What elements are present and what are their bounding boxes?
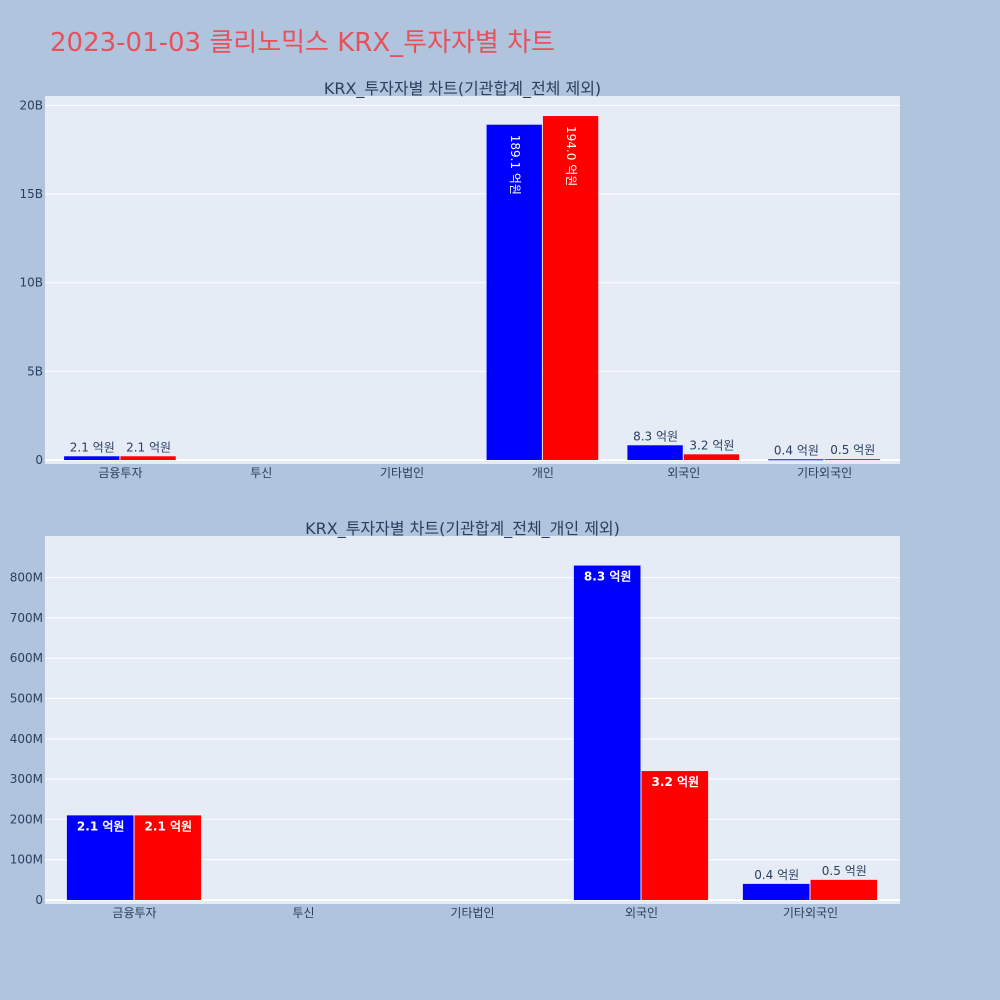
data-label: 0.5 억원 — [830, 443, 875, 457]
y-tick-label: 300M — [10, 772, 43, 786]
data-label: 3.2 억원 — [689, 438, 734, 452]
data-label: 2.1 억원 — [77, 819, 125, 833]
y-tick-label: 20B — [19, 98, 43, 112]
y-tick-label: 0 — [35, 893, 43, 907]
bar — [824, 459, 880, 461]
data-label: 8.3 억원 — [633, 429, 678, 443]
data-label: 0.5 억원 — [822, 864, 867, 878]
bar — [120, 456, 176, 460]
x-tick-label: 개인 — [532, 466, 554, 480]
x-tick-label: 기타법인 — [380, 466, 424, 480]
chart-top: 0 5B 10B 15B 20B KRX_투자자별 차트(기관합계_전체 제외) 금융투자 2… — [19, 79, 900, 480]
y-tick-label: 800M — [10, 571, 43, 585]
data-label: 3.2 억원 — [652, 775, 700, 789]
x-tick-label: 외국인 — [625, 906, 658, 920]
bar — [573, 565, 641, 900]
y-tick-label: 200M — [10, 812, 43, 826]
y-tick-label: 400M — [10, 732, 43, 746]
bar — [683, 454, 740, 460]
bar — [64, 456, 120, 460]
data-label: 8.3 억원 — [584, 570, 632, 584]
bar — [627, 445, 683, 460]
y-tick-label: 10B — [19, 276, 43, 290]
x-tick-label: 투신 — [292, 906, 314, 920]
y-tick-label: 500M — [10, 692, 43, 706]
data-label: 0.4 억원 — [774, 443, 819, 457]
data-label: 194.0 억원 — [564, 126, 578, 186]
data-label: 189.1 억원 — [508, 135, 522, 195]
y-tick-label: 0 — [35, 453, 43, 467]
x-tick-label: 투신 — [250, 466, 272, 480]
data-label: 2.1 억원 — [145, 819, 193, 833]
chart-title: KRX_투자자별 차트(기관합계_전체 제외) — [324, 79, 601, 99]
bar — [542, 116, 599, 461]
x-tick-label: 기타법인 — [450, 906, 494, 920]
bar — [66, 815, 134, 900]
y-tick-label: 100M — [10, 853, 43, 867]
data-label: 2.1 억원 — [126, 440, 171, 454]
x-tick-label: 기타외국인 — [797, 466, 852, 480]
chart-bottom: 0 100M 200M 300M 400M 500M 600M 700M 800M KRX_투자자… — [10, 519, 900, 920]
data-label: 0.4 억원 — [754, 868, 799, 882]
bar — [810, 879, 878, 900]
x-tick-label: 금융투자 — [98, 466, 142, 480]
x-tick-label: 기타외국인 — [783, 906, 838, 920]
chart-title: KRX_투자자별 차트(기관합계_전체_개인 제외) — [305, 519, 620, 539]
bar — [742, 883, 810, 900]
x-tick-label: 금융투자 — [112, 906, 156, 920]
y-tick-label: 700M — [10, 611, 43, 625]
bar — [768, 459, 824, 461]
data-label: 2.1 억원 — [70, 440, 115, 454]
y-tick-label: 15B — [19, 187, 43, 201]
bar — [641, 771, 709, 900]
bar — [134, 815, 202, 900]
plot-area — [45, 96, 900, 464]
page-title: 2023-01-03 클리노믹스 KRX_투자자별 차트 — [50, 28, 555, 58]
x-tick-label: 외국인 — [667, 466, 700, 480]
y-tick-label: 5B — [27, 364, 43, 378]
bar — [486, 124, 542, 460]
y-tick-label: 600M — [10, 651, 43, 665]
